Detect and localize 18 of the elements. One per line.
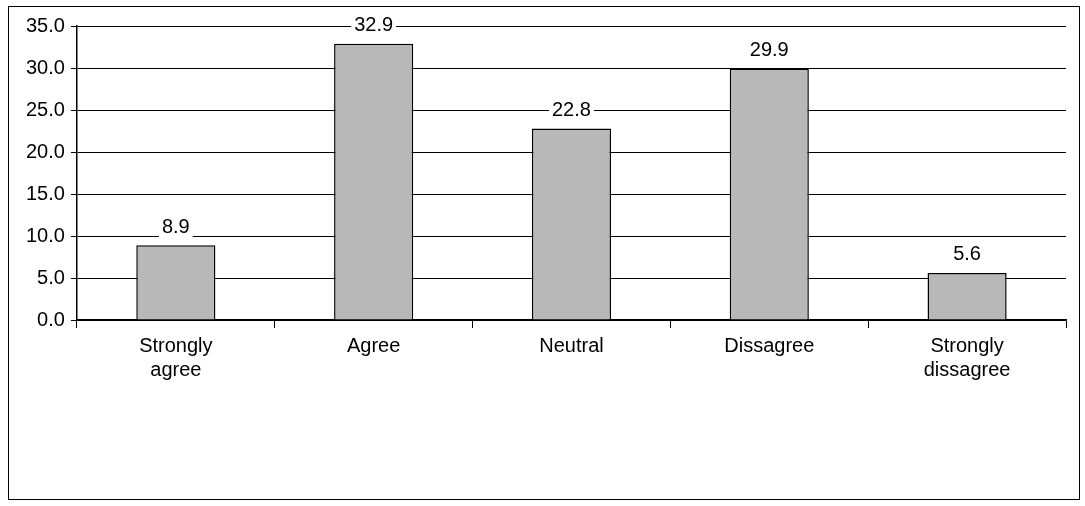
data-label: 5.6 [953,242,981,265]
data-label: 22.8 [551,98,591,120]
x-tick-label: Agree [346,333,401,356]
y-tick-label: 20.0 [25,139,65,162]
x-tick-label: Dissagree [724,333,815,356]
y-tick-label: 0.0 [37,307,65,330]
y-tick-label: 15.0 [25,181,65,204]
y-tick-label: 10.0 [25,223,65,246]
x-tick-label: Strongly agree [139,333,213,380]
y-tick-label: 5.0 [37,265,65,288]
y-tick-label: 30.0 [25,55,65,78]
x-tick-label: Strongly dissagree [923,333,1011,380]
y-tick-label: 25.0 [25,97,65,120]
y-tick-label: 35.0 [25,13,65,36]
data-label: 32.9 [354,13,394,36]
x-tick-label: Neutral [539,333,604,356]
data-label: 29.9 [749,38,789,61]
data-label: 8.9 [161,214,190,237]
